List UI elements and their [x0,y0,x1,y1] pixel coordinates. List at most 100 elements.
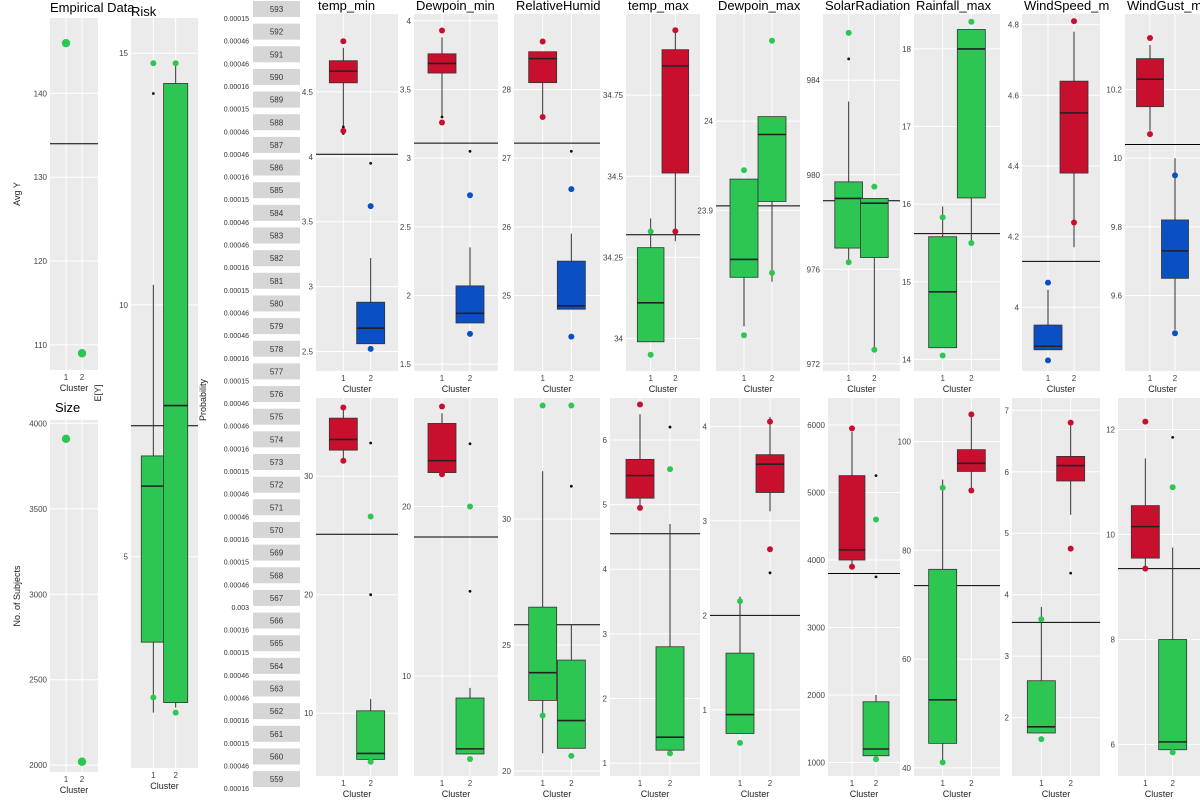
temp_min_top-xtick-label: 1 [341,374,346,383]
probability-strip-label: 562 [270,707,284,716]
windspeed_max_bottom-ytick-label: 2 [1005,714,1010,723]
solarradiation_top-xtick-label: 2 [872,374,877,383]
solarradiation_bottom-ytick-label: 6000 [807,421,825,430]
windgust_max_top-xtick-label: 1 [1148,374,1153,383]
probability-value: 0.00046 [224,582,249,589]
probability-strip-label-bg [253,23,300,40]
probability-strip-label-bg [253,91,300,108]
probability-value: 0.00046 [224,424,249,431]
probability-strip-label: 569 [270,549,284,558]
windgust_max_top-highlight-point-cluster-2 [1172,330,1178,337]
probability-strip-label: 575 [270,413,284,422]
probability-strip-label: 566 [270,617,284,626]
temp_max_bottom-ytick-label: 5 [603,501,608,510]
solarradiation_bottom-box-cluster-1 [838,475,866,561]
dewpoin_min_top-ytick-label: 1.5 [400,360,412,369]
temp_min_bottom-box-cluster-1 [328,417,358,451]
temp_max_top-ytick-label: 34.75 [603,91,624,100]
dewpoin_min_bottom-xtick-label: 1 [440,779,445,788]
probability-strip-label: 576 [270,390,284,399]
windgust_max_top-ytick-label: 10 [1113,154,1122,163]
probability-strip-label-bg [253,114,300,131]
relativehumid_bottom-xtick-label: 1 [540,779,545,788]
windgust_max_top-xlabel: Cluster [1148,384,1177,394]
probability-strip-label: 584 [270,209,284,218]
windgust_max_bottom-ytick-label: 10 [1106,531,1115,540]
temp_min_top-outlier-cluster-2 [369,161,373,165]
probability-strip-label: 565 [270,639,284,648]
temp_max_bottom-ytick-label: 2 [603,694,608,703]
rainfall_max_bottom-highlight-point-cluster-1 [939,484,946,491]
dewpoin_min_bottom-highlight-point-cluster-1 [439,471,445,478]
windgust_max_bottom-highlight-point-cluster-2 [1169,484,1176,491]
windspeed_max_bottom-ytick-label: 6 [1005,468,1010,477]
probability-strip-label-bg [253,725,300,742]
probability-strip-label-bg [253,182,300,199]
probability-strip-label-bg [253,680,300,697]
windspeed_max_top-ytick-label: 4.8 [1008,21,1020,30]
dewpoin_min_top-outlier-cluster-1 [440,115,444,119]
dewpoin_min_top-ytick-label: 3.5 [400,86,412,95]
windgust_max_top-ytick-label: 9.6 [1111,291,1123,300]
solarradiation_bottom-xtick-label: 1 [850,779,855,788]
temp_min_bottom-ytick-label: 20 [304,591,313,600]
probability-strip-label-bg [253,250,300,267]
probability-strip-label: 591 [270,50,284,59]
windspeed_max_bottom-outlier-cluster-2 [1069,571,1073,575]
temp_max_bottom-highlight-point-cluster-1 [637,401,643,408]
temp_min_bottom-outlier-cluster-2 [369,441,373,445]
solarradiation_top-outlier-cluster-1 [847,57,851,61]
windspeed_max_top-xtick-label: 1 [1046,374,1051,383]
probability-strip-label-bg [253,68,300,85]
relativehumid_top-box-cluster-2 [556,260,586,310]
windspeed_max_bottom-highlight-point-cluster-1 [1038,616,1045,623]
windgust_max_top-title: WindGust_max [1127,0,1200,13]
rainfall_max_bottom-box-cluster-1 [928,568,958,744]
probability-strip-ylabel: Probability [198,378,208,421]
relativehumid_top-box-cluster-1 [528,51,558,84]
windspeed_max_top-xlabel: Cluster [1047,384,1076,394]
relativehumid_top-xtick-label: 2 [569,374,574,383]
probability-strip-label: 593 [270,5,284,14]
probability-value: 0.00046 [224,333,249,340]
dewpoin_max_bottom-ytick-label: 1 [703,706,708,715]
dewpoin_min_top-highlight-point-cluster-2 [467,192,473,199]
temp_max_top-title: temp_max [628,0,689,13]
temp_max_top-box-cluster-2 [661,49,690,174]
solarradiation_top-ytick-label: 972 [807,360,821,369]
probability-strip-label-bg [253,295,300,312]
probability-strip-label: 587 [270,141,284,150]
probability-strip-label: 560 [270,752,284,761]
temp_max_top-ytick-label: 34.25 [603,253,624,262]
rainfall_max_top-ytick-label: 16 [902,200,911,209]
empirical_avg_y-xtick-label: 1 [64,373,69,382]
windspeed_max_bottom-ytick-label: 4 [1005,591,1010,600]
empirical_size-ytick-label: 2000 [29,761,47,770]
solarradiation_bottom-outlier-cluster-2 [874,474,878,478]
temp_min_bottom-highlight-point-cluster-2 [367,758,374,765]
dewpoin_min_top-highlight-point-cluster-1 [439,27,445,34]
temp_max_top-xlabel: Cluster [649,384,678,394]
temp_min_top-box-cluster-2 [356,301,386,345]
dewpoin_max_bottom-highlight-point-cluster-1 [737,739,743,746]
rainfall_max_top-title: Rainfall_max [916,0,992,13]
relativehumid_top-ytick-label: 25 [502,291,511,300]
windspeed_max_top-box-cluster-2 [1059,80,1089,174]
risk-box-cluster-1 [140,455,166,643]
probability-strip-label-bg [253,544,300,561]
dewpoin_min_top-xlabel: Cluster [442,384,471,394]
probability-strip-label: 570 [270,526,284,535]
risk-highlight-point-cluster-1 [150,694,157,701]
probability-strip-label: 592 [270,28,284,37]
probability-strip-label-bg [253,46,300,63]
windgust_max_bottom-box-cluster-1 [1130,505,1160,559]
relativehumid_top-outlier-cluster-2 [569,149,573,153]
dewpoin_max_bottom-highlight-point-cluster-2 [767,546,773,553]
dewpoin_min_top-outlier-cluster-2 [468,149,472,153]
probability-value: 0.00016 [224,356,249,363]
